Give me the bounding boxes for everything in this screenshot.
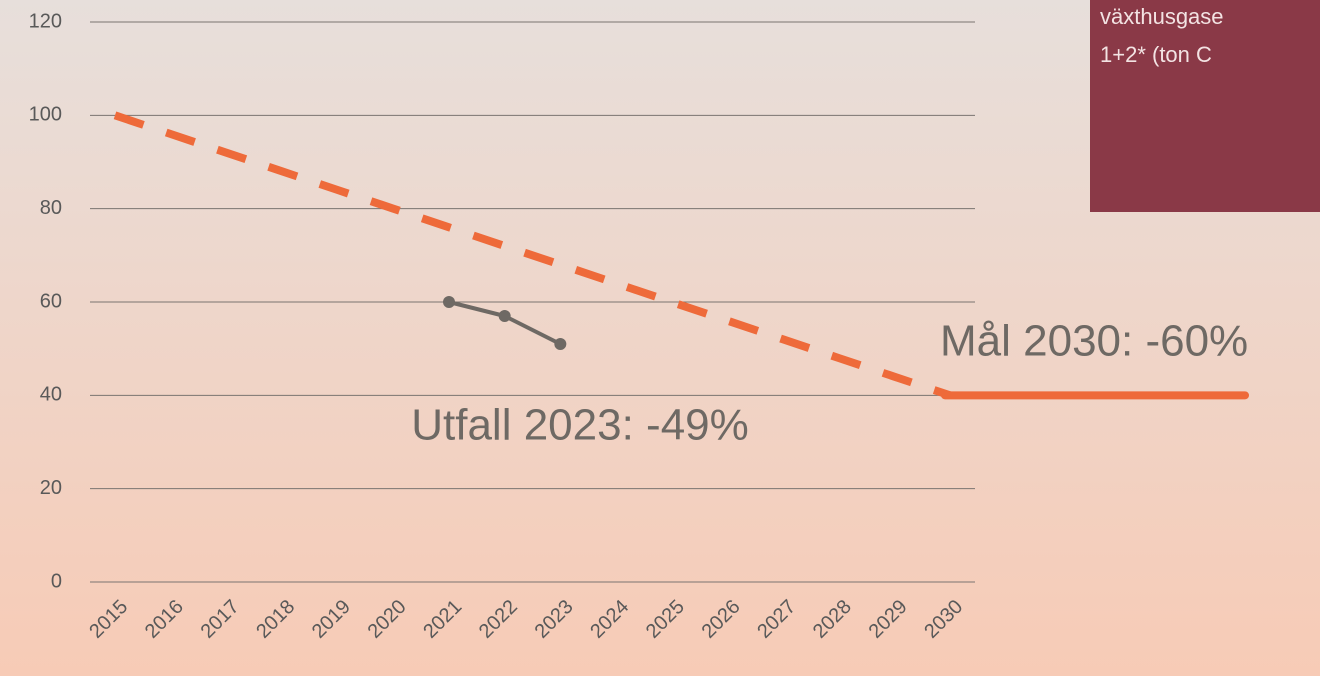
point [443, 296, 455, 308]
y-tick-label: 20 [40, 477, 62, 499]
point [498, 310, 511, 322]
y-tick-label: 120 [29, 10, 62, 32]
annotation: Mål 2030: -60% [940, 317, 1248, 366]
box-line: 1+2* (ton C [1100, 42, 1212, 67]
y-tick-label: 100 [29, 104, 62, 126]
box-line: växthusgase [1100, 4, 1224, 29]
y-tick-label: 40 [40, 384, 62, 406]
info-box [1090, 0, 1320, 212]
point [554, 338, 567, 350]
series-line [113, 111, 952, 400]
y-tick-label: 60 [40, 290, 62, 312]
y-tick-label: 0 [51, 570, 62, 592]
y-tick-label: 80 [40, 197, 62, 219]
annotation: Utfall 2023: -49% [411, 401, 749, 450]
